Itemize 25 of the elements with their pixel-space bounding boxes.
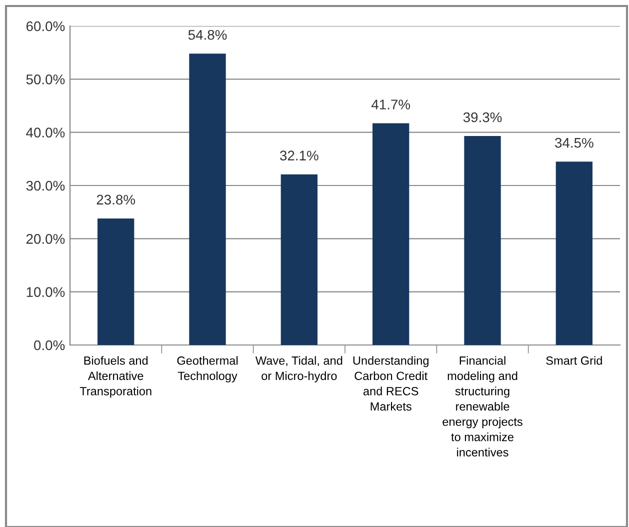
x-tick-label: Biofuels and Alternative Transporation [80,356,152,398]
data-label: 54.8% [188,30,227,40]
x-tick-label: Geothermal Technology [177,356,238,382]
x-tick-label: Smart Grid [546,356,602,365]
data-label: 23.8% [96,194,136,205]
x-tick-label: Understanding Carbon Credit and RECS Markets [353,356,428,411]
bar [280,174,318,345]
x-tick-label: Wave, Tidal, and or Micro-hydro [255,356,342,382]
data-label: 41.7% [371,100,410,110]
y-tick-label: 40.0% [26,128,65,138]
y-tick-label: 20.0% [26,234,65,244]
bar [372,123,410,345]
y-tick-label: 30.0% [26,180,65,191]
bar [189,54,226,345]
data-label: 39.3% [463,112,502,122]
bar [556,162,592,345]
bar [98,218,134,345]
y-tick-label: 60.0% [26,21,65,32]
y-tick-label: 50.0% [26,74,65,84]
data-label: 34.5% [555,138,594,148]
x-tick-label: Financial modeling and structuring renewable energy projects to maximize incentives [442,356,522,456]
data-label: 32.1% [280,150,318,160]
y-tick-label: 0.0% [34,340,65,350]
y-tick-label: 10.0% [26,287,65,298]
bar [464,136,501,345]
